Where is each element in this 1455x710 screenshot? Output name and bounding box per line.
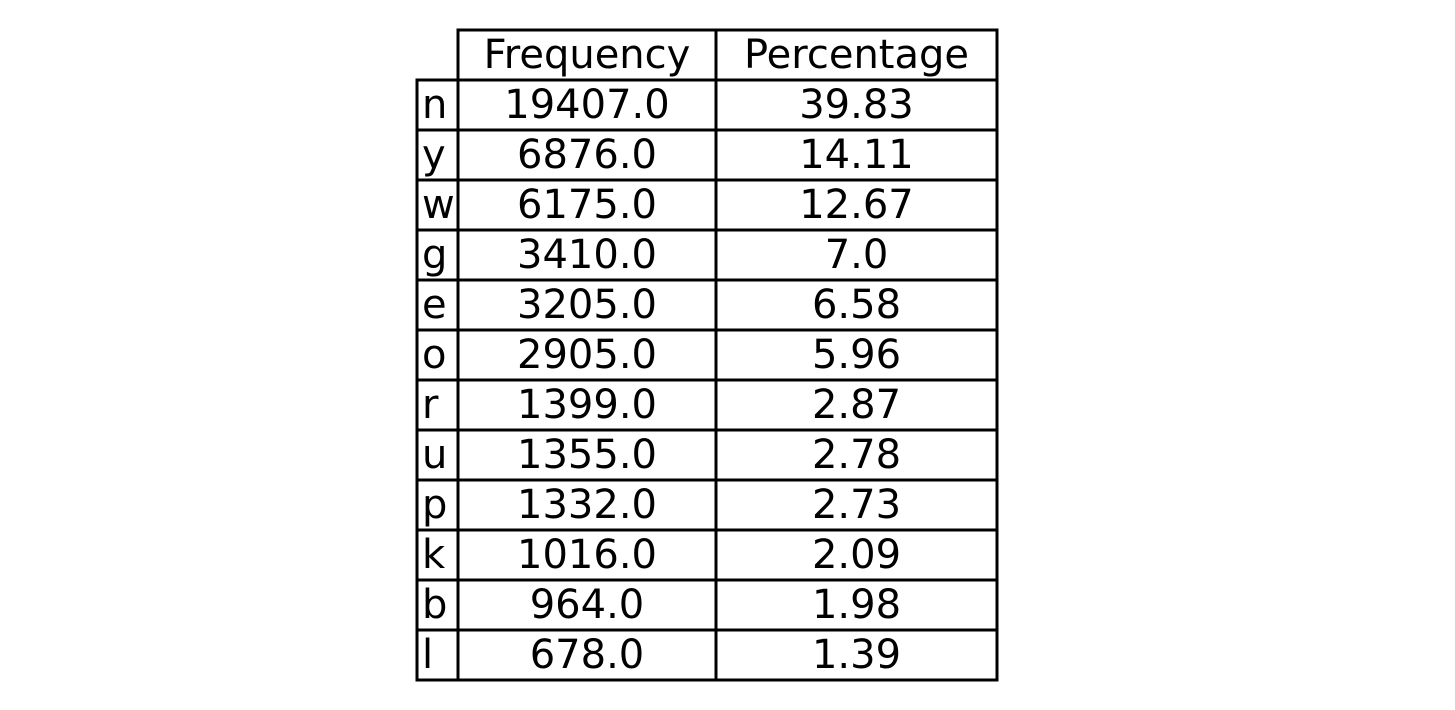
percentage-value: 2.09 — [812, 532, 901, 578]
row-label: g — [422, 232, 447, 278]
frequency-value: 1332.0 — [517, 482, 657, 528]
row-label: u — [422, 432, 447, 478]
percentage-value: 6.58 — [812, 282, 901, 328]
row-label: p — [422, 482, 447, 528]
frequency-value: 678.0 — [530, 632, 645, 678]
percentage-cell — [714, 228, 999, 282]
row-label: k — [422, 532, 446, 578]
column-header-frequency: Frequency — [484, 32, 691, 78]
row-label: n — [422, 82, 447, 128]
header-cell-frequency — [456, 28, 718, 82]
frequency-cell — [456, 528, 718, 582]
percentage-cell — [714, 478, 999, 532]
frequency-value: 964.0 — [530, 582, 645, 628]
percentage-value: 1.39 — [812, 632, 901, 678]
percentage-value: 2.87 — [812, 382, 901, 428]
frequency-cell — [456, 628, 718, 682]
percentage-cell — [714, 378, 999, 432]
row-label: b — [422, 582, 447, 628]
percentage-value: 14.11 — [799, 132, 914, 178]
row-label-cell — [415, 628, 460, 682]
table-text: Frequency Percentage n 19407.0 39.83 y 6876.0 1… — [422, 32, 969, 678]
percentage-value: 39.83 — [799, 82, 914, 128]
percentage-cell — [714, 278, 999, 332]
percentage-value: 12.67 — [799, 182, 914, 228]
percentage-cell — [714, 328, 999, 382]
row-label: y — [422, 132, 446, 178]
row-label: r — [422, 382, 439, 428]
row-label: l — [422, 632, 433, 678]
row-label: w — [422, 182, 455, 228]
frequency-cell — [456, 378, 718, 432]
frequency-value: 1355.0 — [517, 432, 657, 478]
frequency-value: 6876.0 — [517, 132, 657, 178]
frequency-value: 3205.0 — [517, 282, 657, 328]
percentage-cell — [714, 178, 999, 232]
row-label-cell — [415, 478, 460, 532]
frequency-cell — [456, 278, 718, 332]
percentage-cell — [714, 428, 999, 482]
percentage-value: 7.0 — [825, 232, 889, 278]
frequency-cell — [456, 178, 718, 232]
frequency-value: 2905.0 — [517, 332, 657, 378]
frequency-value: 1399.0 — [517, 382, 657, 428]
percentage-cell — [714, 128, 999, 182]
percentage-value: 5.96 — [812, 332, 901, 378]
row-label: e — [422, 282, 447, 328]
percentage-value: 2.73 — [812, 482, 901, 528]
frequency-value: 1016.0 — [517, 532, 657, 578]
frequency-value: 3410.0 — [517, 232, 657, 278]
column-header-percentage: Percentage — [744, 32, 969, 78]
frequency-value: 6175.0 — [517, 182, 657, 228]
row-label: o — [422, 332, 446, 378]
frequency-value: 19407.0 — [504, 82, 669, 128]
percentage-value: 2.78 — [812, 432, 901, 478]
frequency-cell — [456, 328, 718, 382]
table-cells — [415, 28, 999, 682]
percentage-value: 1.98 — [812, 582, 901, 628]
percentage-cell — [714, 628, 999, 682]
